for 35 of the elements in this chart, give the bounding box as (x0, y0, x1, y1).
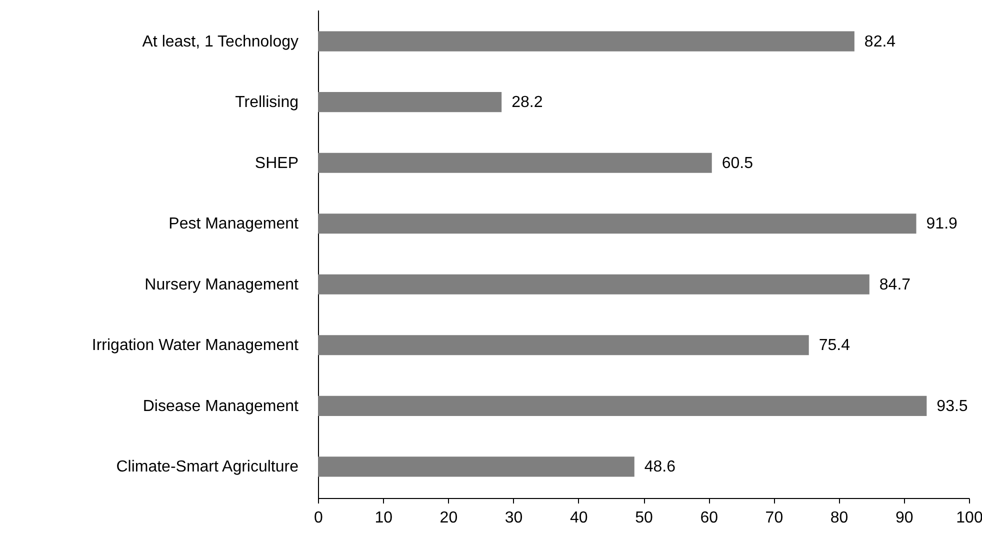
y-tick-label: Irrigation Water Management (92, 337, 300, 354)
y-tick-label: Nursery Management (144, 276, 300, 294)
x-tick-label: 60 (700, 510, 718, 526)
y-tick-label: Pest Management (168, 216, 300, 233)
x-tick-label: 70 (765, 510, 784, 526)
bar (318, 274, 870, 294)
x-tick-label: 50 (635, 510, 653, 526)
data-label: 84.7 (879, 276, 911, 294)
data-label: 93.5 (936, 398, 968, 415)
x-tick-label: 90 (896, 510, 914, 526)
bar (318, 152, 712, 173)
x-tick-label: 80 (830, 510, 848, 526)
bar (318, 456, 634, 477)
data-label: 60.5 (722, 154, 754, 172)
y-tick-label: Trellising (235, 94, 298, 112)
x-tick-label: 0 (314, 510, 324, 526)
data-label: 82.4 (864, 33, 896, 50)
bar (318, 31, 854, 52)
bar (318, 396, 927, 416)
data-label: 28.2 (512, 94, 543, 112)
x-tick-label: 100 (956, 510, 982, 526)
x-tick-label: 20 (440, 510, 458, 526)
y-tick-label: Disease Management (142, 398, 300, 415)
data-label: 75.4 (818, 337, 850, 354)
x-tick-label: 30 (504, 510, 523, 526)
data-label: 91.9 (926, 216, 958, 233)
data-label: 48.6 (644, 458, 676, 476)
bar (318, 214, 916, 234)
bar (318, 92, 502, 112)
y-tick-label: At least, 1 Technology (142, 33, 298, 50)
x-tick-label: 10 (374, 510, 393, 526)
y-tick-label: SHEP (254, 154, 298, 172)
x-tick-label: 40 (570, 510, 588, 526)
bar (318, 335, 809, 356)
y-tick-label: Climate-Smart Agriculture (116, 458, 299, 476)
